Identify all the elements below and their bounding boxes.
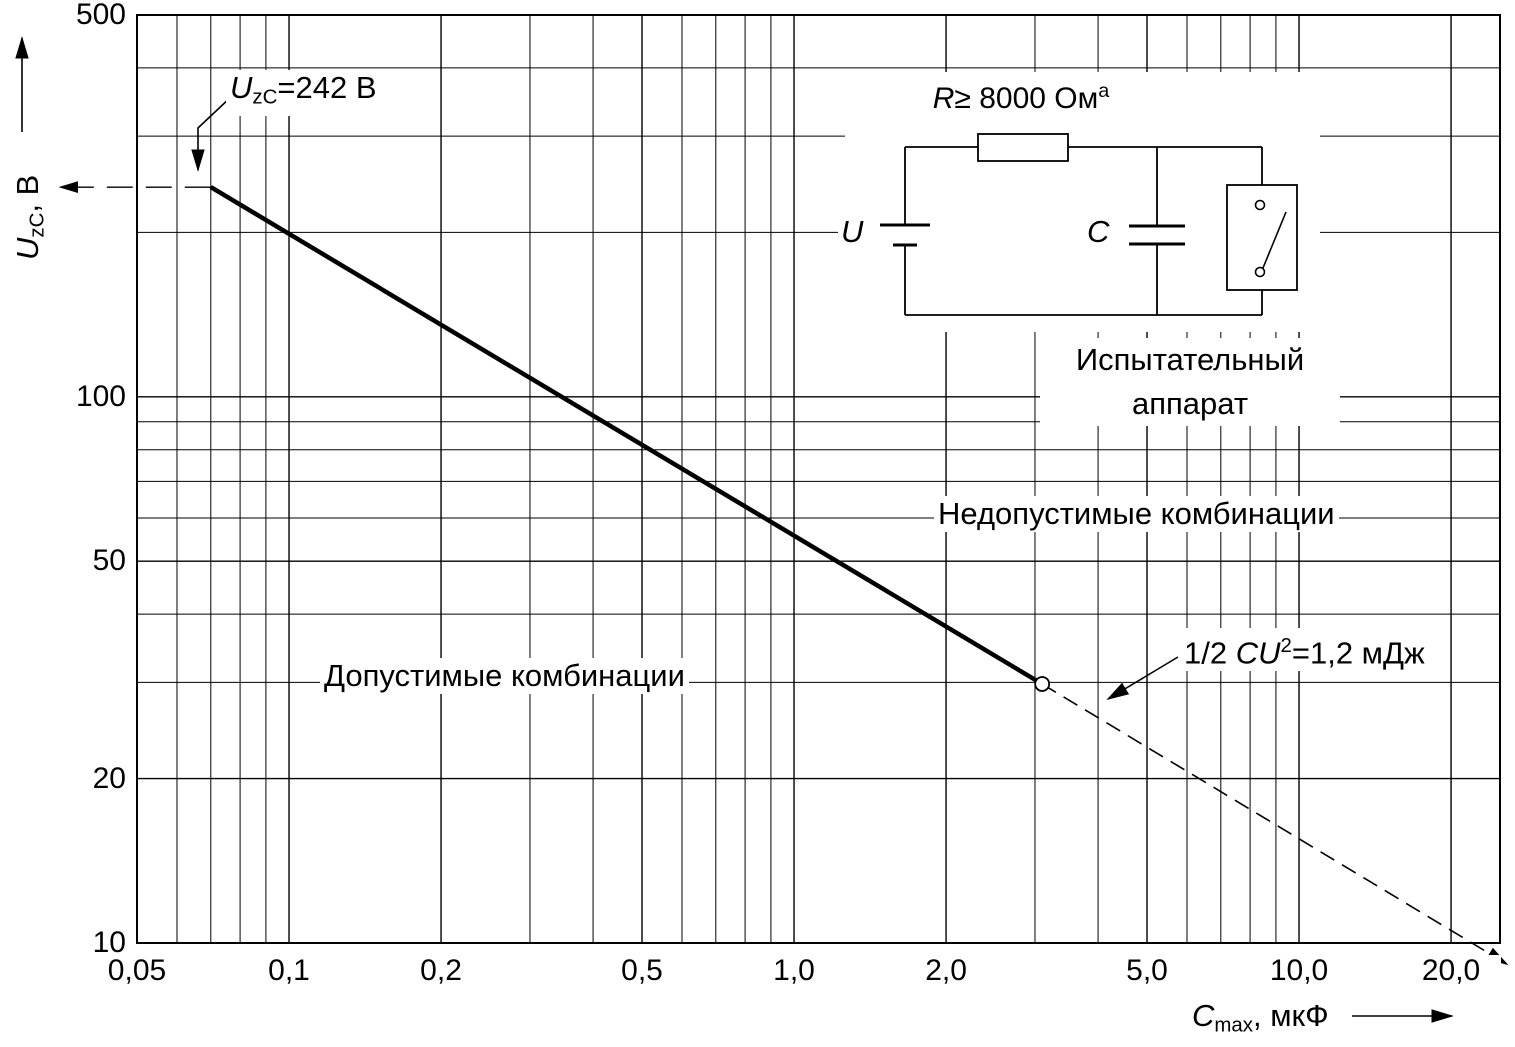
resistor-footnote: a xyxy=(1098,80,1110,102)
y-tick-label: 20 xyxy=(38,762,126,795)
uzc-annotation-leader xyxy=(191,95,233,172)
x-axis-unit: , мкФ xyxy=(1253,998,1329,1033)
x-tick-label: 20,0 xyxy=(1401,955,1502,987)
resistor-box xyxy=(977,133,1069,162)
energy-superscript: 2 xyxy=(1280,634,1292,657)
switch-blade xyxy=(1262,211,1287,269)
test-circuit-diagram xyxy=(880,133,1298,316)
energy-value: =1,2 мДж xyxy=(1291,635,1425,671)
x-tick-label: 5,0 xyxy=(1097,955,1197,987)
y-axis-label: UzC, В xyxy=(10,175,50,260)
resistor-value: ≥ 8000 Ом xyxy=(954,81,1099,115)
x-tick-label: 0,1 xyxy=(239,955,340,987)
limit-curve-solid xyxy=(209,185,1044,686)
region-allowed-label: Допустимые комбинации xyxy=(320,658,689,694)
energy-annotation: 1/2 CU2=1,2 мДж xyxy=(1180,628,1429,672)
uzc-242-value: =242 В xyxy=(277,70,377,105)
y-tick-label: 100 xyxy=(38,380,126,413)
limit-curve-extrapolated xyxy=(1041,683,1509,966)
curve-junction-marker xyxy=(1034,676,1051,692)
y-axis-subscript: zC xyxy=(25,212,49,238)
energy-u-symbol: U xyxy=(1258,635,1281,671)
x-tick-label: 2,0 xyxy=(896,955,997,987)
uzc-242-annotation: UzC=242 В xyxy=(226,70,381,116)
y-tick-label: 10 xyxy=(38,927,126,959)
x-axis-subscript: max xyxy=(1214,1013,1254,1037)
x-tick-label: 0,2 xyxy=(391,955,492,987)
switch-contact-bottom xyxy=(1254,266,1266,278)
y-axis-unit: , В xyxy=(10,174,45,213)
region-forbidden-label: Недопустимые комбинации xyxy=(934,496,1339,532)
y-tick-label: 50 xyxy=(38,545,126,578)
switch-contact-top xyxy=(1254,199,1266,211)
x-tick-label: 0,5 xyxy=(592,955,692,987)
y-tick-label: 500 xyxy=(38,0,126,31)
resistor-label: R≥ 8000 Омa xyxy=(906,80,1136,116)
y-axis-symbol: U xyxy=(10,237,45,260)
x-tick-label: 1,0 xyxy=(744,955,845,987)
plot-frame xyxy=(136,14,1501,944)
energy-c-symbol: C xyxy=(1235,635,1259,671)
uzc-242-symbol: U xyxy=(230,70,253,105)
source-label: U xyxy=(838,214,867,250)
x-tick-label: 0,05 xyxy=(87,955,187,987)
energy-annotation-leader xyxy=(1106,656,1179,700)
resistor-symbol: R xyxy=(932,81,955,115)
apparatus-label-line1: Испытательный xyxy=(1075,342,1305,377)
apparatus-label-line2: аппарат xyxy=(1131,386,1249,421)
x-axis-label: Cmax, мкФ xyxy=(1192,998,1329,1038)
x-axis-symbol: C xyxy=(1192,998,1215,1033)
capacitor-label: C xyxy=(1084,214,1113,250)
uzc-242-subscript: zC xyxy=(252,85,278,109)
apparatus-label: Испытательный аппарат xyxy=(1040,338,1340,426)
x-tick-label: 10,0 xyxy=(1249,955,1350,987)
energy-prefix: 1/2 xyxy=(1184,635,1236,671)
